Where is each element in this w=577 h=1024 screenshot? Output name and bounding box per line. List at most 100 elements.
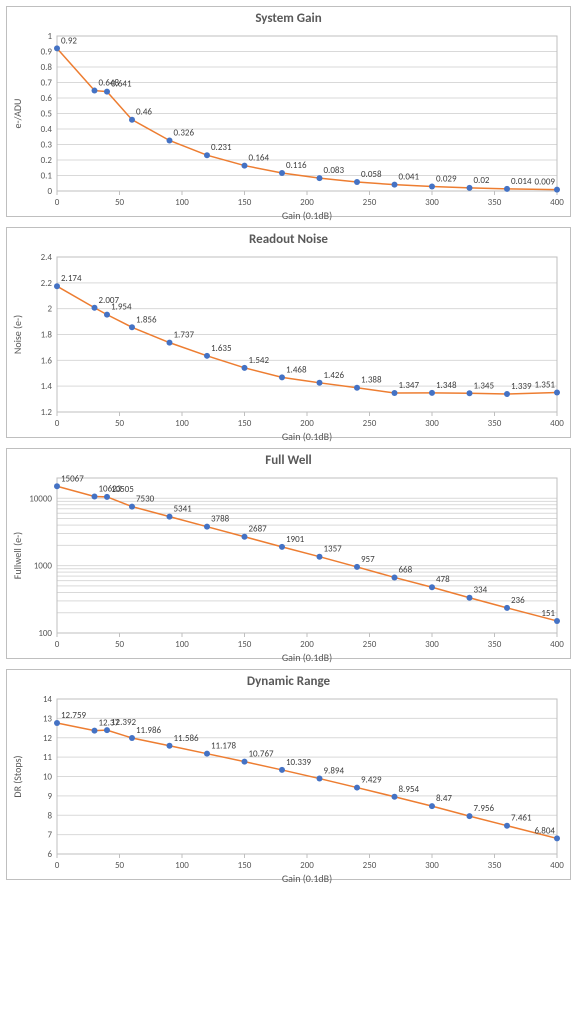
svg-text:0: 0 [55, 418, 60, 429]
svg-text:350: 350 [488, 860, 502, 871]
data-label: 7.461 [511, 813, 532, 824]
svg-text:150: 150 [238, 197, 252, 208]
charts-container: System Gain00.10.20.30.40.50.60.70.80.91… [6, 6, 571, 880]
y-axis-label: e-/ADU [11, 99, 24, 129]
data-marker [354, 785, 360, 791]
svg-text:0: 0 [55, 639, 60, 650]
svg-text:50: 50 [115, 197, 125, 208]
data-label: 10.339 [286, 757, 312, 768]
x-axis-label: Gain (0.1dB) [282, 651, 332, 664]
data-label: 0.02 [474, 175, 490, 186]
data-marker [167, 137, 173, 143]
data-marker [279, 374, 285, 380]
data-label: 11.586 [174, 733, 200, 744]
svg-text:150: 150 [238, 639, 252, 650]
data-marker [242, 534, 248, 540]
svg-text:0.8: 0.8 [41, 62, 53, 73]
data-marker [204, 152, 210, 158]
data-label: 1.348 [436, 380, 457, 391]
data-marker [392, 390, 398, 396]
data-label: 1901 [286, 534, 305, 545]
svg-text:400: 400 [550, 860, 564, 871]
chart-svg: 00.10.20.30.40.50.60.70.80.9105010015020… [7, 26, 570, 236]
data-label: 236 [511, 595, 525, 606]
svg-text:0: 0 [55, 197, 60, 208]
svg-text:9: 9 [47, 791, 52, 802]
data-label: 8.954 [399, 784, 420, 795]
svg-text:11: 11 [43, 752, 53, 763]
data-marker [92, 305, 98, 311]
svg-text:300: 300 [425, 197, 439, 208]
svg-text:1.8: 1.8 [41, 330, 53, 341]
data-label: 0.029 [436, 174, 457, 185]
data-label: 957 [361, 554, 375, 565]
data-marker [167, 340, 173, 346]
data-label: 11.986 [136, 725, 162, 736]
data-marker [204, 751, 210, 757]
data-marker [504, 605, 510, 611]
data-label: 1.339 [511, 381, 532, 392]
svg-text:14: 14 [43, 694, 53, 705]
data-label: 0.164 [249, 153, 270, 164]
data-label: 1.351 [534, 379, 555, 390]
svg-text:0.9: 0.9 [41, 47, 53, 58]
data-label: 0.058 [361, 169, 382, 180]
data-label: 0.231 [211, 142, 232, 153]
data-marker [504, 186, 510, 192]
svg-text:2.2: 2.2 [41, 278, 53, 289]
x-axis-label: Gain (0.1dB) [282, 209, 332, 222]
data-marker [279, 544, 285, 550]
data-label: 1.542 [249, 355, 270, 366]
chart-title: Full Well [7, 449, 570, 468]
data-marker [317, 776, 323, 782]
chart-title: Readout Noise [7, 228, 570, 247]
data-label: 1.856 [136, 314, 157, 325]
svg-text:200: 200 [300, 197, 314, 208]
data-marker [429, 390, 435, 396]
data-marker [392, 182, 398, 188]
svg-text:0.6: 0.6 [41, 93, 53, 104]
data-label: 334 [474, 585, 488, 596]
svg-text:0.3: 0.3 [41, 140, 53, 151]
data-marker [467, 595, 473, 601]
data-label: 12.392 [111, 717, 137, 728]
svg-text:50: 50 [115, 860, 125, 871]
data-marker [92, 494, 98, 500]
svg-text:1.2: 1.2 [41, 407, 53, 418]
svg-text:400: 400 [550, 197, 564, 208]
svg-text:0.7: 0.7 [41, 78, 53, 89]
svg-text:7: 7 [47, 830, 52, 841]
data-marker [504, 823, 510, 829]
data-marker [392, 574, 398, 580]
x-axis-label: Gain (0.1dB) [282, 430, 332, 443]
svg-text:50: 50 [115, 639, 125, 650]
data-marker [354, 564, 360, 570]
data-label: 10505 [111, 484, 134, 495]
data-label: 0.641 [111, 79, 132, 90]
data-marker [429, 184, 435, 190]
svg-text:200: 200 [300, 418, 314, 429]
data-label: 1.426 [324, 370, 345, 381]
data-marker [129, 735, 135, 741]
svg-text:2: 2 [47, 304, 52, 315]
svg-text:0: 0 [47, 186, 52, 197]
data-marker [242, 163, 248, 169]
data-label: 0.083 [324, 165, 345, 176]
svg-text:150: 150 [238, 860, 252, 871]
chart-title: Dynamic Range [7, 670, 570, 689]
data-label: 0.014 [511, 176, 532, 187]
data-label: 9.429 [361, 775, 382, 786]
data-label: 0.326 [174, 127, 195, 138]
data-label: 1.388 [361, 375, 382, 386]
svg-text:400: 400 [550, 418, 564, 429]
svg-text:200: 200 [300, 860, 314, 871]
svg-text:6: 6 [47, 849, 52, 860]
svg-text:200: 200 [300, 639, 314, 650]
data-marker [429, 803, 435, 809]
chart-svg: 1001000100000501001502002503003504001506… [7, 468, 570, 678]
chart-panel-readout-noise: Readout Noise1.21.41.61.822.22.405010015… [6, 227, 571, 438]
data-marker [92, 728, 98, 734]
data-marker [354, 179, 360, 185]
svg-text:0.4: 0.4 [41, 124, 53, 135]
data-label: 1.954 [111, 302, 132, 313]
